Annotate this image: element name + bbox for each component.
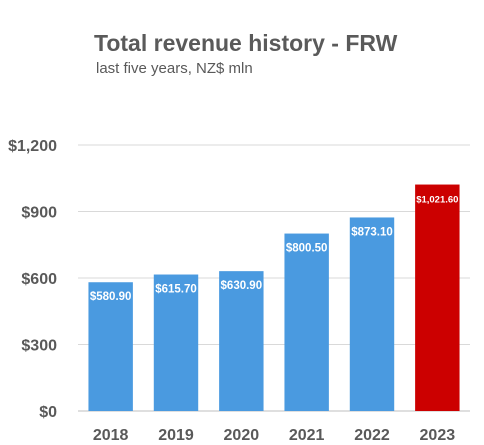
y-tick-label: $600: [21, 271, 57, 288]
chart-subtitle: last five years, NZ$ mln: [96, 60, 253, 77]
y-tick-label: $1,200: [8, 138, 57, 155]
data-label: $1,021.60: [416, 195, 458, 206]
bar-2021: [284, 233, 329, 411]
data-label: $615.70: [155, 284, 197, 296]
y-tick-label: $900: [21, 205, 57, 222]
data-label: $630.90: [221, 280, 263, 292]
chart-title: Total revenue history - FRW: [94, 30, 398, 56]
data-label: $800.50: [286, 243, 328, 255]
bar-2018: [88, 282, 133, 411]
x-tick-label: 2020: [224, 427, 260, 444]
y-tick-label: $0: [39, 404, 57, 421]
x-tick-label: 2018: [93, 427, 129, 444]
x-tick-label: 2022: [354, 427, 390, 444]
x-tick-label: 2019: [158, 427, 194, 444]
x-tick-label: 2021: [289, 427, 325, 444]
bar-2023: [415, 184, 460, 411]
data-label: $580.90: [90, 291, 132, 303]
y-tick-label: $300: [21, 338, 57, 355]
bar-2022: [349, 217, 395, 411]
data-label: $873.10: [351, 226, 393, 238]
x-tick-label: 2023: [420, 427, 456, 444]
bar-2019: [153, 274, 199, 411]
bar-2020: [219, 271, 264, 411]
